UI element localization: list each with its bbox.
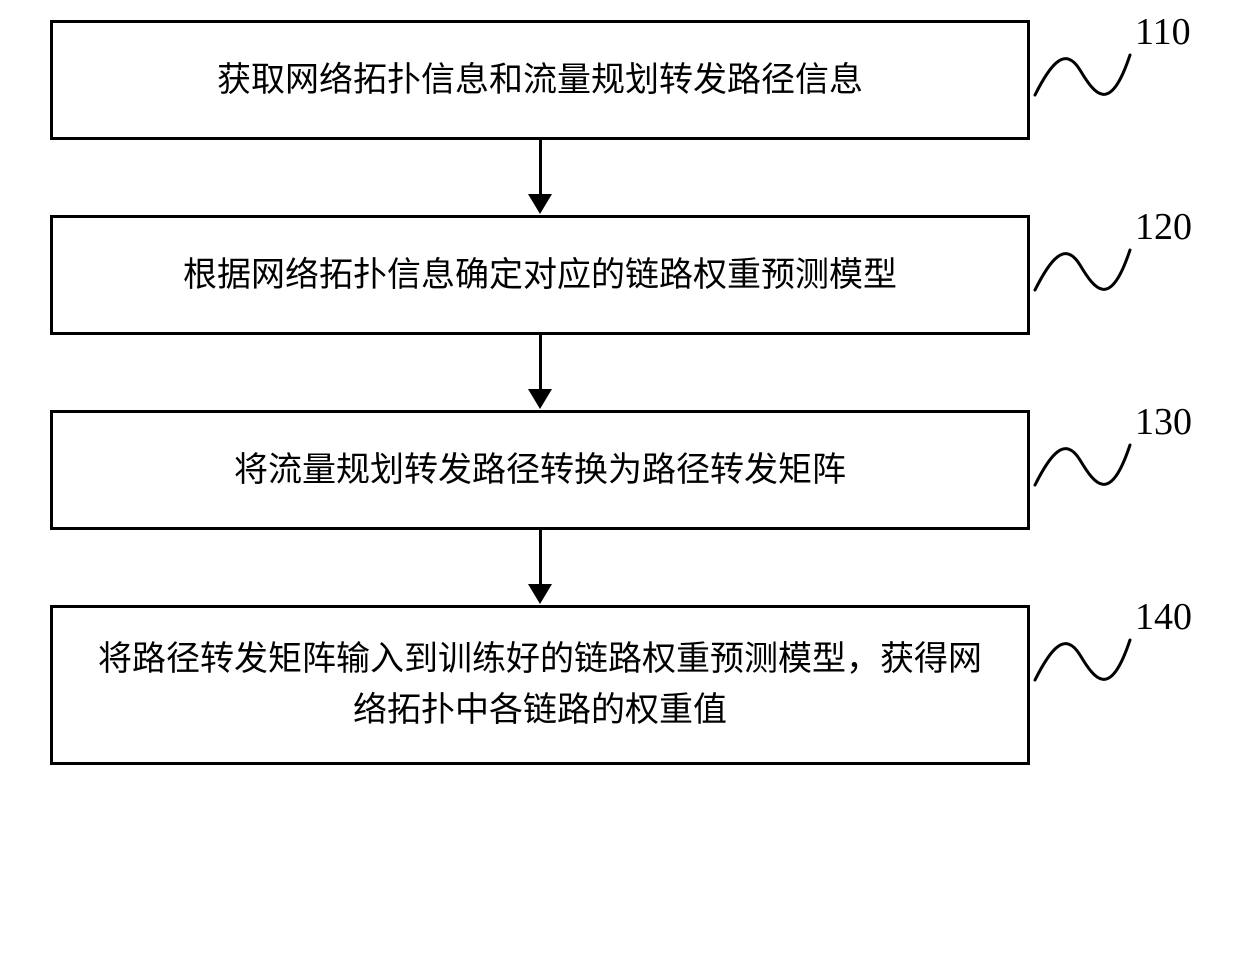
arrow-head-icon xyxy=(528,194,552,214)
step-box: 将流量规划转发路径转换为路径转发矩阵 xyxy=(50,410,1030,530)
flow-arrow xyxy=(50,530,1030,605)
flow-arrow xyxy=(50,335,1030,410)
step-number-label: 110 xyxy=(1135,10,1191,54)
step-number-label: 140 xyxy=(1135,595,1192,639)
step-box: 根据网络拓扑信息确定对应的链路权重预测模型 xyxy=(50,215,1030,335)
arrow-shaft xyxy=(539,335,542,390)
step-text: 获取网络拓扑信息和流量规划转发路径信息 xyxy=(217,55,863,106)
step-box: 获取网络拓扑信息和流量规划转发路径信息 xyxy=(50,20,1030,140)
flowchart-container: 获取网络拓扑信息和流量规划转发路径信息110 根据网络拓扑信息确定对应的链路权重预… xyxy=(50,20,1190,765)
connector-squiggle xyxy=(1030,430,1135,500)
flowchart-step-step-130: 将流量规划转发路径转换为路径转发矩阵130 xyxy=(50,410,1190,530)
arrow-head-icon xyxy=(528,389,552,409)
step-number-label: 120 xyxy=(1135,205,1192,249)
step-number-label: 130 xyxy=(1135,400,1192,444)
step-text: 根据网络拓扑信息确定对应的链路权重预测模型 xyxy=(183,250,897,301)
flowchart-step-step-140: 将路径转发矩阵输入到训练好的链路权重预测模型，获得网络拓扑中各链路的权重值140 xyxy=(50,605,1190,765)
connector-squiggle xyxy=(1030,235,1135,305)
arrow-shaft xyxy=(539,140,542,195)
arrow-shaft xyxy=(539,530,542,585)
connector-squiggle xyxy=(1030,40,1135,110)
flow-arrow xyxy=(50,140,1030,215)
flowchart-step-step-110: 获取网络拓扑信息和流量规划转发路径信息110 xyxy=(50,20,1190,140)
step-box: 将路径转发矩阵输入到训练好的链路权重预测模型，获得网络拓扑中各链路的权重值 xyxy=(50,605,1030,765)
flowchart-step-step-120: 根据网络拓扑信息确定对应的链路权重预测模型120 xyxy=(50,215,1190,335)
arrow-head-icon xyxy=(528,584,552,604)
connector-squiggle xyxy=(1030,625,1135,695)
step-text: 将流量规划转发路径转换为路径转发矩阵 xyxy=(234,445,846,496)
step-text: 将路径转发矩阵输入到训练好的链路权重预测模型，获得网络拓扑中各链路的权重值 xyxy=(83,634,997,736)
